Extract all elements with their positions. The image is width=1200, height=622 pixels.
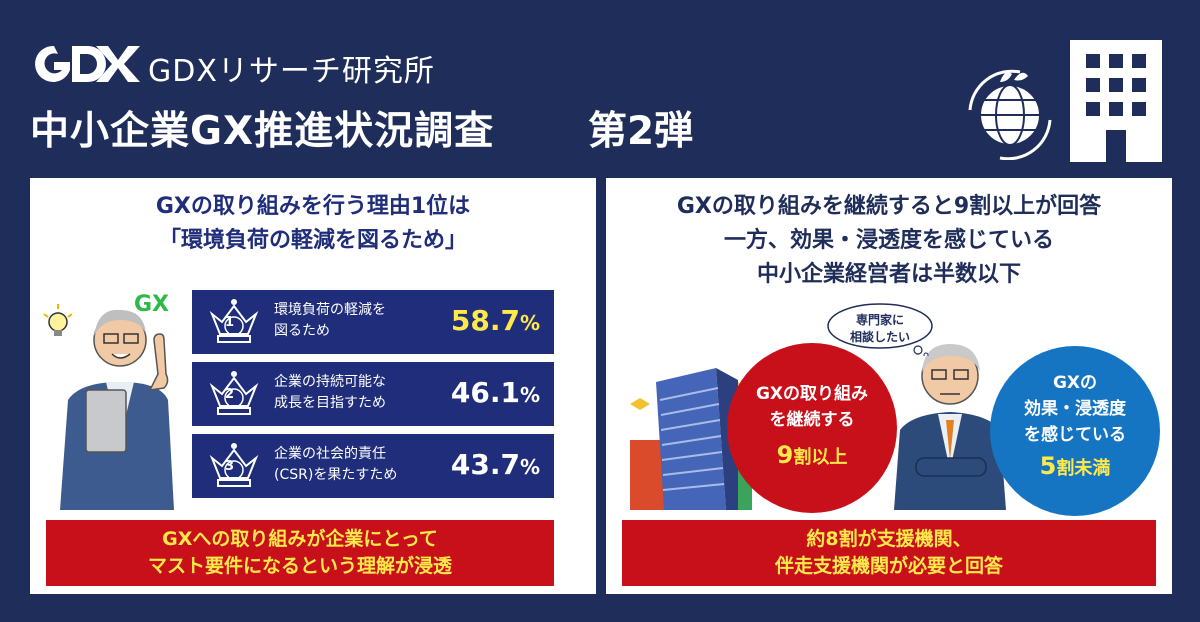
left-heading: GXの取り組みを行う理由1位は 「環境負荷の軽減を図るため」 (30, 190, 596, 258)
blue-circle-line2: 効果・浸透度 (1024, 399, 1126, 419)
page-subtitle: 第2弾 (588, 109, 694, 154)
rank-value-number: 43.7 (450, 448, 520, 481)
thought-bubble (827, 303, 933, 356)
red-stat-circle: GXの取り組み を継続する 9割以上 (727, 343, 897, 513)
rank-label-line2: 成長を目指すため (274, 395, 386, 411)
red-circle-unit: 割以上 (793, 447, 848, 468)
rank-label-line1: 環境負荷の軽減を (274, 302, 386, 318)
left-banner-line2: マスト要件になるという理解が浸透 (147, 555, 452, 577)
office-building-icon (1070, 40, 1162, 162)
gx-tag: GX (134, 292, 170, 317)
rank-number: 3 (225, 459, 235, 474)
brand-name: GDXリサーチ研究所 (148, 54, 435, 89)
rank-label-line2: (CSR)を果たすため (274, 467, 398, 483)
blue-circle-number: 5 (1039, 452, 1057, 480)
bubble-line2: 相談したい (849, 330, 910, 344)
gdx-logo-icon (35, 45, 140, 82)
rank-label-line1: 企業の持続可能な (274, 374, 386, 390)
globe-recycle-icon (968, 69, 1052, 160)
lightbulb-icon (43, 304, 73, 336)
thinking-executive-illustration (894, 344, 1006, 510)
page-title: 中小企業GX推進状況調査 (30, 109, 495, 154)
rank-label: 環境負荷の軽減を 図るため (274, 300, 444, 342)
rank-value-number: 58.7 (450, 304, 520, 337)
skyscraper-illustration (630, 368, 752, 510)
right-heading: GXの取り組みを継続すると9割以上が回答 一方、効果・浸透度を感じている 中小企… (606, 190, 1172, 292)
rank-number: 2 (225, 387, 235, 402)
crown-icon (209, 299, 259, 343)
rank-number: 1 (225, 315, 235, 330)
left-heading-line1: GXの取り組みを行う理由1位は (155, 194, 471, 219)
blue-circle-line3: を感じている (1024, 425, 1126, 445)
blue-circle-text: GXの 効果・浸透度 を感じている (990, 346, 1160, 448)
thought-bubble-text: 専門家に 相談したい (826, 312, 934, 346)
left-banner: GXへの取り組みが企業にとって マスト要件になるという理解が浸透 (46, 520, 554, 586)
right-heading-line2: 一方、効果・浸透度を感じている (723, 228, 1054, 253)
rank-row-2: 2 企業の持続可能な 成長を目指すため 46.1% (192, 362, 554, 426)
rank-row-1: 1 環境負荷の軽減を 図るため 58.7% (192, 290, 554, 354)
red-circle-stat: 9割以上 (727, 441, 897, 469)
blue-circle-stat: 5割未満 (990, 452, 1160, 480)
rank-label-line2: 図るため (274, 323, 330, 339)
left-banner-line1: GXへの取り組みが企業にとって (162, 528, 438, 550)
right-heading-line3: 中小企業経営者は半数以下 (756, 262, 1021, 287)
rank-label-line1: 企業の社会的責任 (274, 446, 386, 462)
rank-value: 43.7% (451, 448, 540, 481)
right-banner: 約8割が支援機関、 伴走支援機関が必要と回答 (622, 520, 1156, 586)
businessman-illustration (43, 304, 174, 510)
rank-label: 企業の持続可能な 成長を目指すため (274, 372, 444, 414)
right-heading-line1: GXの取り組みを継続すると9割以上が回答 (676, 194, 1102, 219)
red-circle-number: 9 (776, 441, 794, 469)
rank-value: 46.1% (451, 376, 540, 409)
rank-row-3: 3 企業の社会的責任 (CSR)を果たすため 43.7% (192, 434, 554, 498)
rank-label: 企業の社会的責任 (CSR)を果たすため (274, 444, 444, 486)
blue-circle-line1: GXの (1052, 373, 1098, 393)
rank-value-unit: % (519, 455, 540, 479)
crown-icon (209, 371, 259, 415)
crown-icon (209, 443, 259, 487)
rank-value: 58.7% (451, 304, 540, 337)
red-circle-text: GXの取り組み を継続する (727, 343, 897, 433)
red-circle-line2: を継続する (769, 410, 855, 430)
blue-stat-circle: GXの 効果・浸透度 を感じている 5割未満 (990, 346, 1160, 516)
bubble-line1: 専門家に (855, 313, 904, 327)
right-banner-line1: 約8割が支援機関、 (806, 528, 972, 550)
red-circle-line1: GXの取り組み (755, 384, 869, 404)
right-banner-line2: 伴走支援機関が必要と回答 (774, 555, 1003, 577)
left-heading-line2: 「環境負荷の軽減を図るため」 (158, 228, 467, 253)
blue-circle-unit: 割未満 (1056, 458, 1111, 479)
rank-value-unit: % (519, 311, 540, 335)
rank-value-unit: % (519, 383, 540, 407)
rank-value-number: 46.1 (450, 376, 520, 409)
